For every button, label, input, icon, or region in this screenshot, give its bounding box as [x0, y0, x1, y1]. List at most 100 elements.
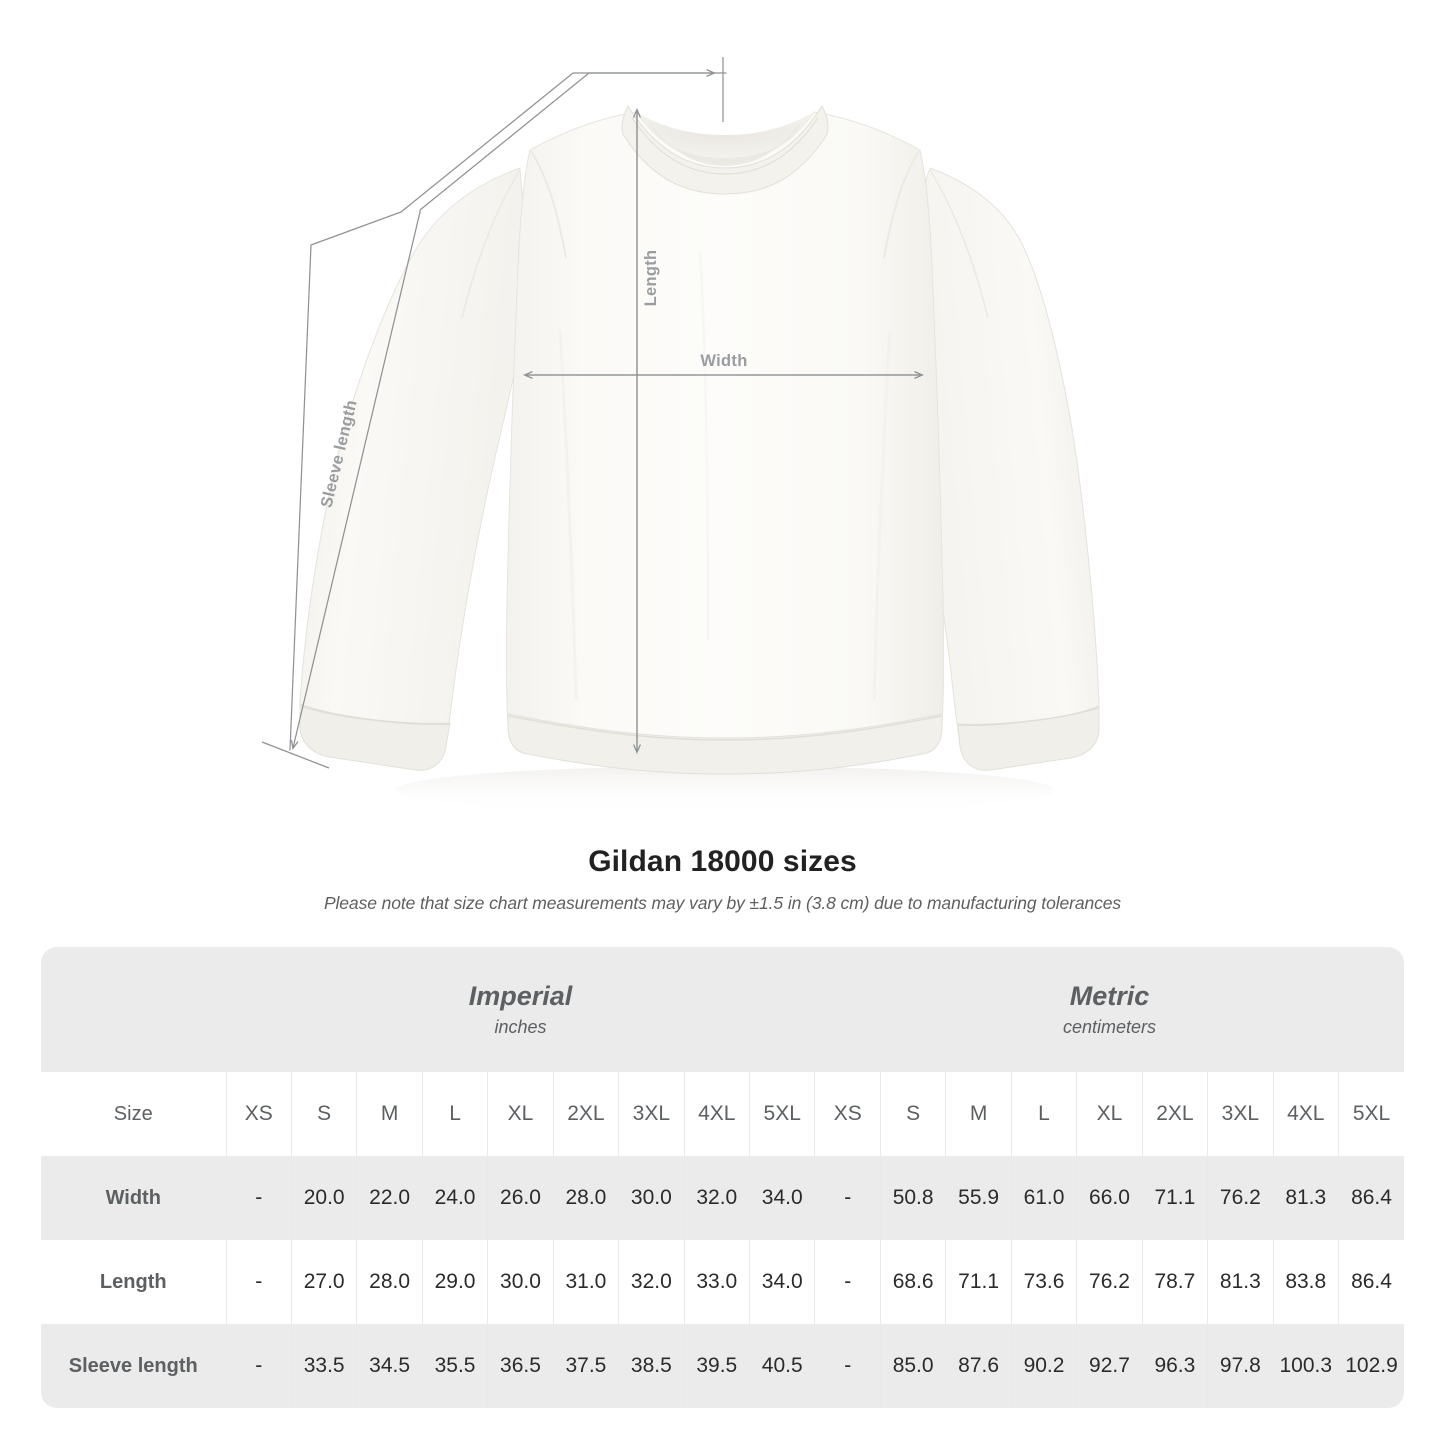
measurement-cell: 37.5: [552, 1324, 619, 1408]
size-header-cell: XS: [225, 1072, 292, 1156]
measurement-cell: 32.0: [618, 1240, 685, 1324]
measurement-cell: 40.5: [748, 1324, 815, 1408]
size-header-cell: S: [290, 1072, 357, 1156]
size-header-cell: 5XL: [748, 1072, 815, 1156]
system-cell-metric: Metric centimeters: [814, 947, 1405, 1072]
measurement-cell: 61.0: [1010, 1156, 1077, 1240]
measurement-cell: 71.1: [945, 1240, 1012, 1324]
collar-rib: [621, 104, 829, 195]
measurement-cell: 34.0: [748, 1156, 815, 1240]
measurement-cell: 26.0: [487, 1156, 554, 1240]
measurement-cell: 78.7: [1141, 1240, 1208, 1324]
system-header-row: Imperial inches Metric centimeters: [41, 947, 1405, 1072]
system-name-imperial: Imperial: [468, 981, 573, 1012]
measurement-cell: 81.3: [1272, 1156, 1339, 1240]
page-title: Gildan 18000 sizes: [588, 845, 857, 878]
size-header-cell: XL: [487, 1072, 554, 1156]
table-row: Length -27.0 28.0 29.0 30.0 31.0 32.0 33.0 34.0-…: [41, 1240, 1405, 1324]
size-header-cell: 5XL: [1337, 1072, 1405, 1156]
measurement-cell: 29.0: [421, 1240, 488, 1324]
size-header-cell: XS: [814, 1072, 881, 1156]
measurement-cell: 102.9: [1337, 1324, 1405, 1408]
measurement-cell: 55.9: [945, 1156, 1012, 1240]
size-header-cell: XL: [1076, 1072, 1143, 1156]
measurement-cell: 76.2: [1076, 1240, 1143, 1324]
waistband: [507, 713, 943, 775]
measurement-cell: -: [225, 1156, 292, 1240]
measurement-cell: 50.8: [879, 1156, 946, 1240]
measurement-cell: 97.8: [1207, 1324, 1274, 1408]
measurement-cell: 34.0: [748, 1240, 815, 1324]
measurement-cell: -: [225, 1324, 292, 1408]
size-header-cell: L: [421, 1072, 488, 1156]
measurement-cell: 86.4: [1337, 1240, 1405, 1324]
size-label-cell: Size: [41, 1072, 226, 1156]
system-unit-imperial: inches: [494, 1016, 547, 1037]
size-header-cell: 4XL: [1272, 1072, 1339, 1156]
measurement-cell: 90.2: [1010, 1324, 1077, 1408]
system-spacer-cell: [41, 947, 226, 1072]
size-header-cell: L: [1010, 1072, 1077, 1156]
measurement-cell: 28.0: [552, 1156, 619, 1240]
measurement-cell: 66.0: [1076, 1156, 1143, 1240]
size-header-cell: 2XL: [1141, 1072, 1208, 1156]
measurement-cell: 28.0: [356, 1240, 423, 1324]
measurement-label: Length: [41, 1240, 226, 1324]
garment-body: [506, 111, 944, 775]
left-cuff: [299, 703, 451, 771]
length-label: Length: [642, 250, 660, 307]
garment-shadow: [395, 766, 1055, 814]
measurement-cell: 85.0: [879, 1324, 946, 1408]
size-table: Imperial inches Metric centimeters Size …: [41, 947, 1405, 1408]
table-row: Sleeve length -33.5 34.5 35.5 36.5 37.5 38.5 39…: [41, 1324, 1405, 1408]
measurement-cell: 68.6: [879, 1240, 946, 1324]
measurement-cell: 100.3: [1272, 1324, 1339, 1408]
collar-opening: [636, 112, 814, 162]
size-header-cell: M: [945, 1072, 1012, 1156]
size-header-cell: 3XL: [618, 1072, 685, 1156]
measurement-cell: 24.0: [421, 1156, 488, 1240]
measurement-cell: 30.0: [618, 1156, 685, 1240]
measurement-cell: 33.5: [290, 1324, 357, 1408]
size-header-cell: 4XL: [683, 1072, 750, 1156]
measurement-cell: 35.5: [421, 1324, 488, 1408]
measurement-cell: 81.3: [1207, 1240, 1274, 1324]
measurement-cell: 96.3: [1141, 1324, 1208, 1408]
size-table-wrapper: Imperial inches Metric centimeters Size …: [41, 947, 1405, 1408]
tolerance-note: Please note that size chart measurements…: [323, 893, 1122, 913]
system-unit-metric: centimeters: [1062, 1016, 1157, 1037]
measurement-cell: 34.5: [356, 1324, 423, 1408]
system-name-metric: Metric: [1069, 981, 1150, 1012]
measurement-cell: 39.5: [683, 1324, 750, 1408]
table-row: Width -20.0 22.0 24.0 26.0 28.0 30.0 32.0 34.0-5…: [41, 1156, 1405, 1240]
measurement-cell: 30.0: [487, 1240, 554, 1324]
measurement-cell: 73.6: [1010, 1240, 1077, 1324]
size-header-cell: S: [879, 1072, 946, 1156]
measurement-cell: 22.0: [356, 1156, 423, 1240]
measurement-label: Sleeve length: [41, 1324, 226, 1408]
measurement-cell: 92.7: [1076, 1324, 1143, 1408]
size-header-cell: M: [356, 1072, 423, 1156]
measurement-cell: 36.5: [487, 1324, 554, 1408]
measurement-cell: 27.0: [290, 1240, 357, 1324]
left-sleeve: [299, 167, 531, 771]
length-measure: [315, 110, 960, 752]
measurement-cell: -: [225, 1240, 292, 1324]
measurement-cell: 33.0: [683, 1240, 750, 1324]
measurement-cell: 32.0: [683, 1156, 750, 1240]
sleeve-length-guides: [261, 57, 724, 769]
garment-diagram: Sleeve length Length Width: [261, 57, 1100, 814]
size-header-cell: 2XL: [552, 1072, 619, 1156]
measurement-label: Width: [41, 1156, 226, 1240]
measurement-cell: -: [814, 1324, 881, 1408]
size-header-cell: 3XL: [1207, 1072, 1274, 1156]
measurement-cell: 83.8: [1272, 1240, 1339, 1324]
measurement-cell: 87.6: [945, 1324, 1012, 1408]
measurement-cell: 71.1: [1141, 1156, 1208, 1240]
width-label: Width: [700, 352, 747, 370]
size-header-row: Size XS S M L XL 2XL 3XL 4XL 5XL XS S M L XL 2XL 3XL 4XL…: [41, 1072, 1405, 1156]
measurement-cell: -: [814, 1240, 881, 1324]
system-cell-imperial: Imperial inches: [226, 947, 815, 1072]
measurement-cell: -: [814, 1156, 881, 1240]
